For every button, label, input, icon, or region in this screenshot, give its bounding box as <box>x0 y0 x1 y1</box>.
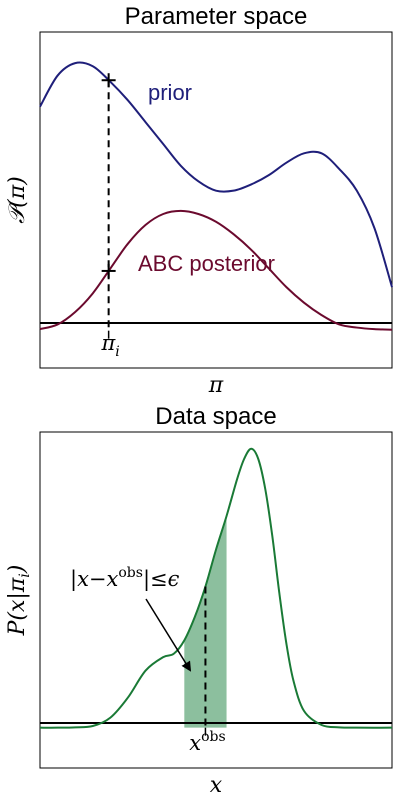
x-obs-tick-label: xobs <box>189 729 225 755</box>
likelihood-curve <box>39 447 393 729</box>
parameter-space-title: Parameter space <box>125 3 308 30</box>
abc-posterior-label: ABC posterior <box>138 251 275 276</box>
parameter-space-panel: Parameter space prior ABC posterior πi π… <box>5 3 393 398</box>
data-space-title: Data space <box>155 403 276 430</box>
parameter-space-xlabel: π <box>208 373 224 398</box>
prior-curve <box>39 61 393 288</box>
data-space-xlabel: x <box>210 773 223 798</box>
abc-posterior-curve <box>39 209 393 331</box>
prior-cross-marker <box>101 73 116 88</box>
posterior-cross-marker <box>101 263 116 278</box>
prior-label: prior <box>148 80 192 105</box>
parameter-space-ylabel: 𝒫(π) <box>5 176 30 224</box>
pi-i-tick-label: πi <box>100 331 119 360</box>
tolerance-band-fill <box>184 516 227 728</box>
data-space-frame <box>39 431 393 769</box>
data-space-panel: Data space xobs |x−xobs|≤ϵ x P(x|πi) <box>5 403 393 798</box>
tolerance-annotation: |x−xobs|≤ϵ <box>70 565 180 592</box>
parameter-space-frame <box>39 31 393 369</box>
annotation-arrow <box>145 598 192 672</box>
data-space-ylabel: P(x|πi) <box>5 565 33 637</box>
